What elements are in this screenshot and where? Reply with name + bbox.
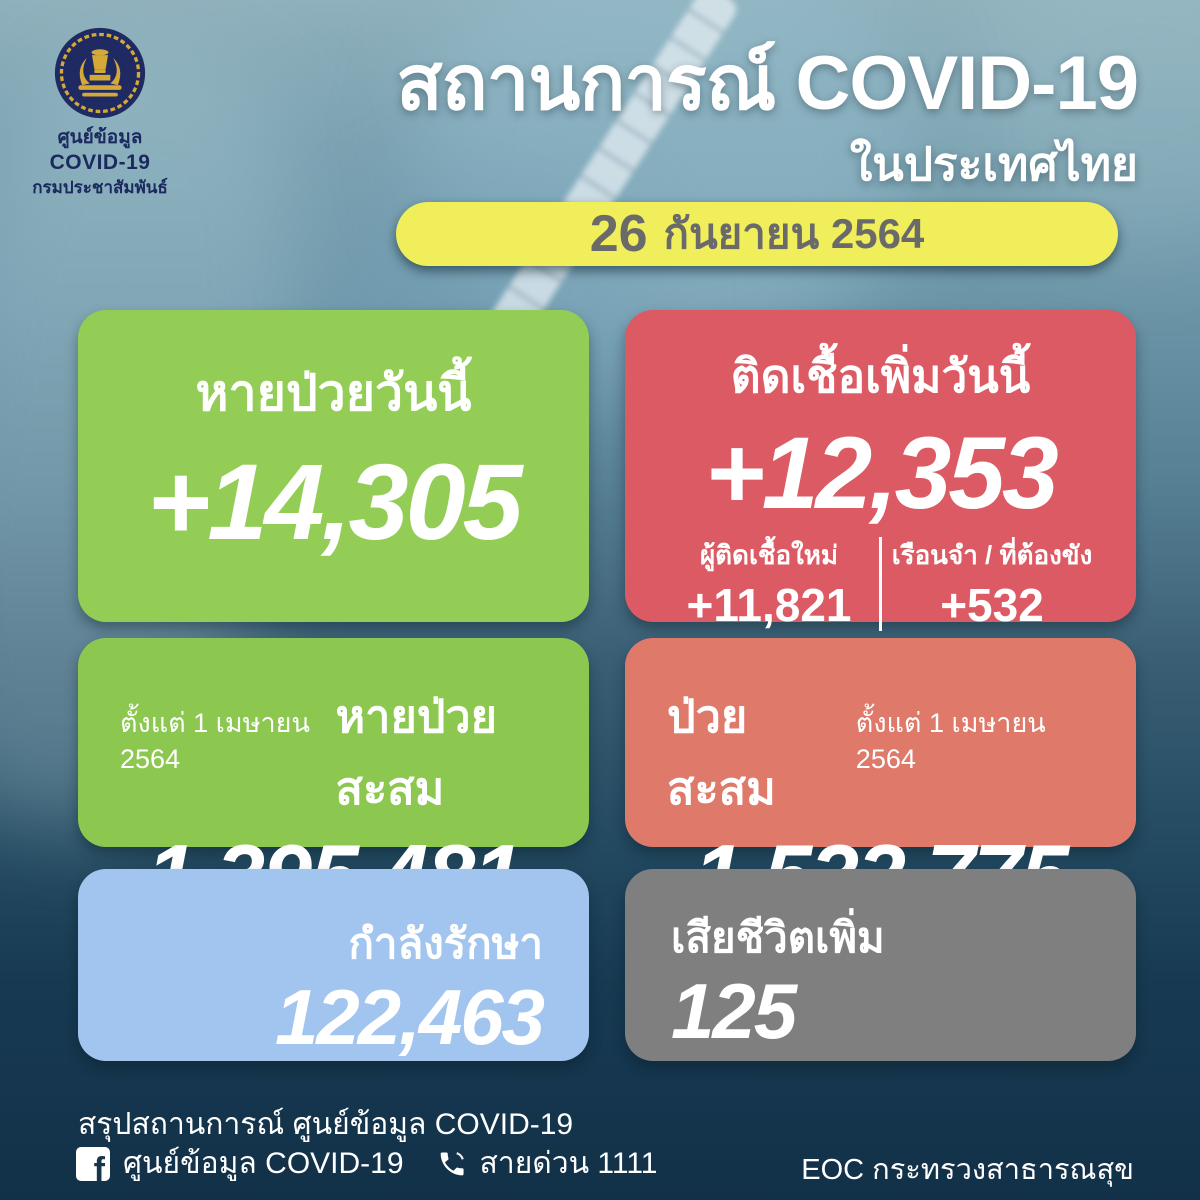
card-cases-total: ป่วยสะสม ตั้งแต่ 1 เมษายน 2564 1,532,775	[625, 638, 1136, 920]
footer-contact-row: f ศูนย์ข้อมูล COVID-19 สายด่วน 1111	[76, 1140, 658, 1187]
agency-logo-block: ศูนย์ข้อมูล COVID-19 กรมประชาสัมพันธ์	[10, 26, 190, 199]
breakdown-prison: เรือนจำ / ที่ต้องขัง +532	[882, 535, 1102, 632]
footer-eoc-credit: EOC กระทรวงสาธารณสุข	[801, 1154, 1134, 1186]
logo-caption-line2: COVID-19	[49, 151, 151, 175]
cases-total-label: ป่วยสะสม	[667, 691, 776, 814]
facebook-icon: f	[76, 1146, 110, 1181]
card-new-deaths: เสียชีวิตเพิ่ม 125	[625, 869, 1136, 1061]
breakdown-prison-value: +532	[940, 579, 1044, 632]
recovered-today-value: +14,305	[147, 441, 522, 562]
new-cases-value: +12,353	[705, 416, 1059, 530]
breakdown-community: ผู้ติดเชื้อใหม่ +11,821	[659, 535, 879, 632]
cases-total-note: ตั้งแต่ 1 เมษายน 2564	[855, 708, 1046, 774]
footer-summary-text: สรุปสถานการณ์ ศูนย์ข้อมูล COVID-19	[78, 1108, 574, 1141]
page-title: สถานการณ์ COVID-19	[396, 41, 1139, 126]
new-cases-label: ติดเชื้อเพิ่มวันนี้	[730, 350, 1031, 402]
card-active-cases: กำลังรักษา 122,463	[78, 869, 589, 1061]
active-cases-label: กำลังรักษา	[348, 920, 543, 967]
new-cases-breakdown: ผู้ติดเชื้อใหม่ +11,821 เรือนจำ / ที่ต้อ…	[625, 535, 1136, 632]
facebook-page-label: ศูนย์ข้อมูล COVID-19	[123, 1147, 404, 1180]
government-emblem-icon	[54, 27, 146, 119]
recovered-total-note: ตั้งแต่ 1 เมษายน 2564	[120, 708, 310, 774]
hotline-label: สายด่วน 1111	[479, 1147, 658, 1180]
card-new-cases-today: ติดเชื้อเพิ่มวันนี้ +12,353 ผู้ติดเชื้อใ…	[625, 310, 1136, 631]
breakdown-divider	[879, 536, 882, 631]
phone-icon	[440, 1151, 464, 1175]
breakdown-community-value: +11,821	[686, 579, 852, 632]
card-recovered-today: หายป่วยวันนี้ +14,305	[78, 310, 589, 622]
active-cases-value: 122,463	[275, 973, 545, 1061]
new-deaths-label: เสียชีวิตเพิ่ม	[671, 914, 885, 961]
breakdown-community-label: ผู้ติดเชื้อใหม่	[699, 540, 839, 571]
recovered-total-label: หายป่วยสะสม	[335, 691, 498, 814]
card-recovered-total: ตั้งแต่ 1 เมษายน 2564 หายป่วยสะสม 1,395,…	[78, 638, 589, 920]
page-subtitle: ในประเทศไทย	[849, 137, 1138, 190]
breakdown-prison-label: เรือนจำ / ที่ต้องขัง	[891, 540, 1093, 571]
logo-caption-line1: ศูนย์ข้อมูล	[57, 127, 143, 148]
new-deaths-value: 125	[671, 967, 797, 1055]
logo-caption-line3: กรมประชาสัมพันธ์	[32, 178, 168, 198]
date-month-year: กันยายน 2564	[663, 210, 925, 257]
recovered-total-header: ตั้งแต่ 1 เมษายน 2564 หายป่วยสะสม	[78, 680, 589, 824]
cases-total-header: ป่วยสะสม ตั้งแต่ 1 เมษายน 2564	[625, 680, 1136, 824]
page-title-block: สถานการณ์ COVID-19 ในประเทศไทย	[396, 41, 1139, 201]
recovered-today-label: หายป่วยวันนี้	[195, 365, 472, 421]
date-day: 26	[589, 205, 648, 263]
date-badge: 26 กันยายน 2564	[396, 202, 1118, 266]
